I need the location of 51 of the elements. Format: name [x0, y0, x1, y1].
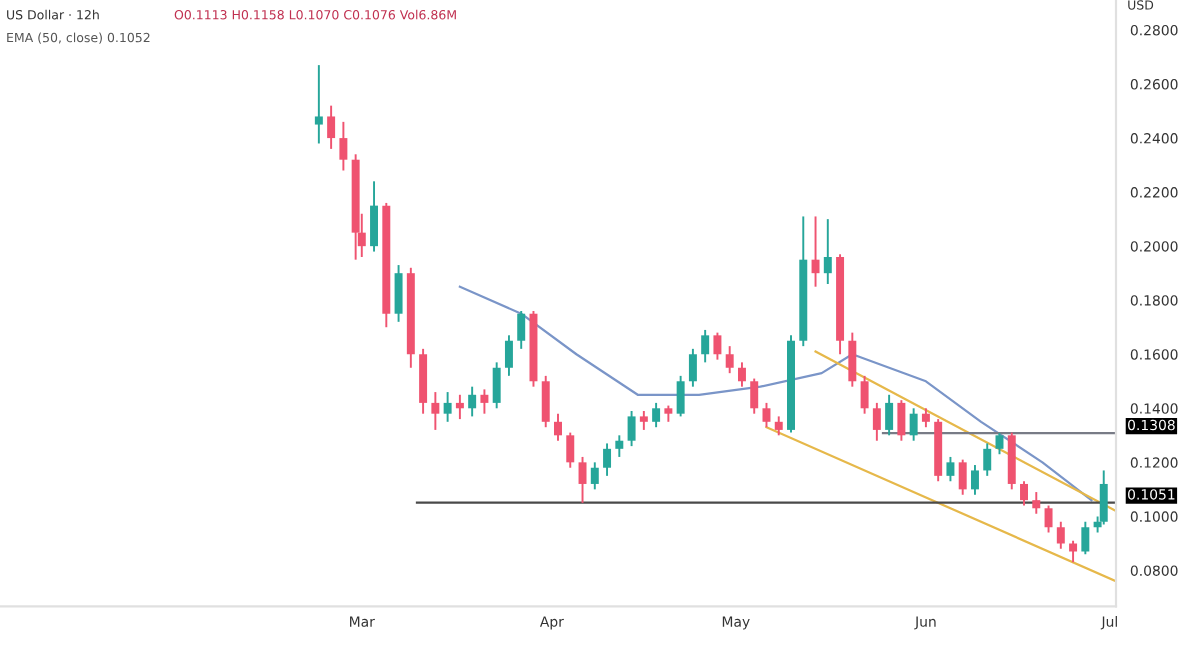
- candlestick: [688, 347, 697, 388]
- candlestick: [1099, 469, 1108, 526]
- candlestick: [897, 399, 906, 442]
- candlestick: [492, 361, 501, 410]
- candlestick: [590, 461, 599, 491]
- candlestick: [639, 410, 648, 431]
- candlestick: [872, 401, 881, 442]
- candlestick: [921, 407, 930, 429]
- candlestick: [774, 415, 783, 437]
- candlestick: [480, 388, 489, 415]
- candlestick: [860, 374, 869, 415]
- candlestick: [713, 331, 722, 361]
- candlestick: [1081, 520, 1090, 556]
- candlestick: [517, 310, 526, 350]
- candlestick: [725, 345, 734, 375]
- candlestick: [823, 218, 832, 285]
- candlestick: [909, 407, 918, 442]
- candlestick: [566, 431, 575, 469]
- candlestick: [1020, 480, 1029, 507]
- candlestick: [762, 401, 771, 429]
- candlestick: [541, 374, 550, 429]
- candlestick: [995, 432, 1004, 456]
- candlestick: [1056, 520, 1065, 550]
- candlestick: [554, 412, 562, 442]
- candlestick: [970, 464, 979, 496]
- candlestick: [1044, 504, 1053, 534]
- candlestick: [652, 401, 661, 429]
- candlestick: [394, 264, 403, 323]
- candlestick: [946, 455, 955, 483]
- candlestick: [958, 458, 967, 496]
- candlestick: [370, 180, 379, 253]
- candlestick: [983, 442, 992, 477]
- candlestick: [603, 442, 612, 477]
- candlestick: [455, 393, 464, 421]
- line-series: [458, 285, 1093, 502]
- candlestick: [811, 215, 820, 288]
- candlestick: [627, 410, 636, 448]
- candlestick: [1032, 491, 1041, 515]
- candlestick: [443, 391, 452, 423]
- candlestick: [701, 328, 710, 364]
- candlestick: [750, 377, 759, 415]
- candlestick: [848, 331, 857, 388]
- candlestick: [578, 455, 587, 504]
- candlestick: [504, 334, 513, 377]
- candlestick: [468, 385, 477, 418]
- candlestick: [885, 393, 894, 437]
- candlestick: [431, 391, 440, 431]
- candlestick: [737, 361, 746, 388]
- candlestick: [1069, 539, 1078, 564]
- candlestick: [676, 374, 685, 418]
- candlestick: [615, 434, 624, 458]
